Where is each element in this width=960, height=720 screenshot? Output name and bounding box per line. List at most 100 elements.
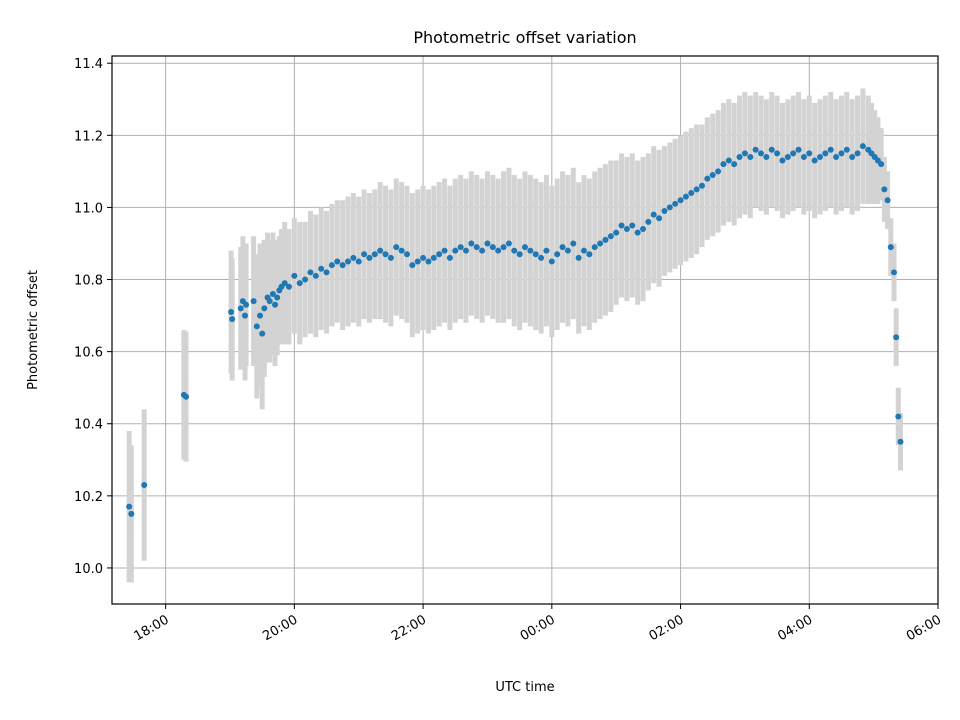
data-point [128, 510, 135, 517]
data-point [849, 153, 856, 160]
data-point [484, 240, 491, 247]
data-point [822, 150, 829, 157]
data-point [237, 305, 244, 312]
y-tick-label: 10.8 [74, 274, 103, 289]
data-point [141, 482, 148, 489]
data-point [709, 171, 716, 178]
data-point [597, 240, 604, 247]
data-point [228, 308, 235, 315]
data-point [806, 150, 813, 157]
data-point [720, 161, 727, 168]
data-point [414, 258, 421, 265]
data-point [404, 251, 410, 258]
data-point [811, 157, 818, 164]
data-point [500, 244, 507, 251]
data-point [881, 186, 888, 193]
data-point [126, 503, 133, 510]
data-point [884, 197, 891, 204]
data-point [741, 150, 748, 157]
data-point [827, 146, 834, 153]
x-tick-label: 02:00 [647, 612, 687, 644]
data-point [473, 244, 480, 251]
data-point [672, 200, 679, 207]
data-point [366, 254, 373, 261]
data-point [634, 229, 641, 236]
data-point [261, 305, 268, 312]
data-point [468, 240, 475, 247]
data-point [893, 334, 900, 341]
data-point [495, 247, 502, 254]
data-point [543, 247, 550, 254]
point-layer [126, 143, 904, 517]
x-axis-ticks: 18:00 20:00 22:00 00:00 02:00 04:00 06:00 [132, 604, 944, 644]
data-point [296, 280, 303, 287]
data-point [420, 254, 427, 261]
data-point [618, 222, 625, 229]
data-point [779, 157, 786, 164]
data-point [623, 226, 630, 233]
y-tick-label: 10.4 [74, 418, 103, 433]
data-point [250, 298, 257, 305]
data-point [183, 393, 190, 400]
data-point [736, 153, 743, 160]
y-tick-label: 10.6 [74, 346, 103, 361]
data-point [575, 254, 582, 261]
data-point [286, 283, 292, 290]
data-point [607, 233, 614, 240]
y-axis-ticks: 10.0 10.2 10.4 10.6 10.8 11.0 11.2 11.4 [74, 57, 112, 577]
data-point [489, 244, 496, 251]
data-point [548, 258, 555, 265]
errorbar-layer [126, 88, 903, 583]
data-point [564, 247, 571, 254]
data-point [257, 312, 264, 319]
data-point [511, 247, 518, 254]
data-point [859, 143, 866, 150]
data-point [581, 247, 587, 254]
data-point [661, 208, 668, 215]
data-point [833, 153, 840, 160]
data-point [891, 269, 898, 276]
data-point [570, 240, 577, 247]
data-point [586, 251, 593, 258]
data-point [393, 244, 400, 251]
data-point [682, 193, 689, 200]
data-point [527, 247, 534, 254]
data-point [725, 157, 732, 164]
data-point [516, 251, 523, 258]
data-point [613, 229, 620, 236]
data-point [666, 204, 673, 211]
data-point [291, 272, 298, 279]
data-point [387, 254, 394, 261]
data-point [345, 258, 351, 265]
data-point [272, 301, 279, 308]
data-point [243, 301, 250, 308]
data-point [768, 146, 775, 153]
data-point [505, 240, 512, 247]
data-point [677, 197, 684, 204]
data-point [323, 269, 330, 276]
data-point [328, 262, 335, 269]
data-point [800, 153, 807, 160]
data-point [854, 150, 861, 157]
y-tick-label: 11.4 [74, 57, 103, 72]
data-point [715, 168, 722, 175]
data-point [532, 251, 539, 258]
data-point [640, 226, 646, 233]
data-point [629, 222, 636, 229]
y-tick-label: 10.2 [74, 490, 103, 505]
data-point [242, 312, 249, 319]
data-point [774, 150, 781, 157]
y-tick-label: 11.0 [74, 201, 103, 216]
data-point [795, 146, 802, 153]
data-point [253, 323, 260, 330]
data-point [318, 265, 325, 272]
data-point [307, 269, 314, 276]
data-point [302, 276, 309, 283]
chart-title: Photometric offset variation [413, 28, 636, 47]
data-point [656, 215, 663, 222]
data-point [398, 247, 405, 254]
data-point [274, 294, 281, 301]
y-axis-label: Photometric offset [26, 270, 41, 390]
data-point [259, 330, 266, 337]
